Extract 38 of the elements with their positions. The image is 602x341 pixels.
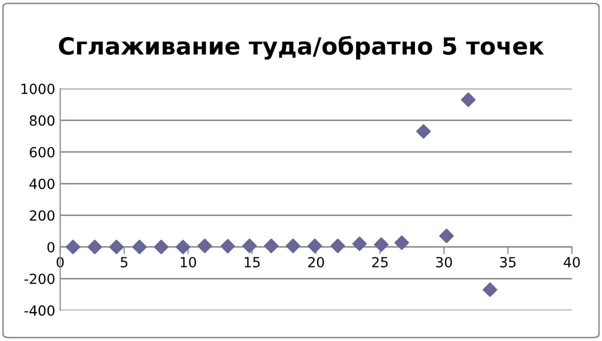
point — [220, 238, 236, 254]
y-tick-label: 0 — [47, 242, 54, 252]
point — [460, 92, 476, 108]
point — [87, 240, 102, 254]
y-tick-label: 200 — [30, 210, 54, 221]
point — [242, 238, 257, 254]
point — [66, 240, 80, 254]
chart-title: Сглаживание туда/обратно 5 точек — [58, 36, 544, 60]
point — [132, 240, 147, 254]
point — [330, 238, 346, 254]
point — [416, 124, 431, 139]
point — [109, 240, 124, 254]
x-tick-label: 0 — [56, 256, 64, 268]
x-tick-label: 5 — [120, 257, 128, 268]
y-tick-label: 1000 — [22, 84, 54, 94]
point — [374, 237, 389, 252]
point — [197, 238, 212, 254]
point — [439, 228, 454, 244]
point — [394, 235, 410, 250]
x-tick-label: 15 — [244, 257, 260, 268]
y-tick-label: 400 — [30, 178, 54, 190]
point — [176, 240, 190, 254]
point — [264, 238, 279, 254]
y-tick-label: 800 — [30, 115, 54, 126]
x-tick-label: 30 — [436, 256, 452, 268]
point — [482, 282, 498, 298]
point — [352, 236, 367, 252]
x-tick-label: 10 — [180, 256, 196, 268]
y-tick-label: 600 — [30, 146, 54, 158]
y-tick-label: -400 — [24, 305, 54, 316]
y-tick-label: -200 — [24, 274, 54, 284]
x-tick-label: 20 — [308, 256, 324, 268]
x-tick-label: 25 — [372, 256, 388, 268]
x-tick-label: 40 — [564, 256, 580, 268]
x-tick-label: 35 — [500, 256, 516, 268]
point — [286, 238, 300, 254]
point — [154, 240, 169, 254]
point — [307, 238, 322, 254]
